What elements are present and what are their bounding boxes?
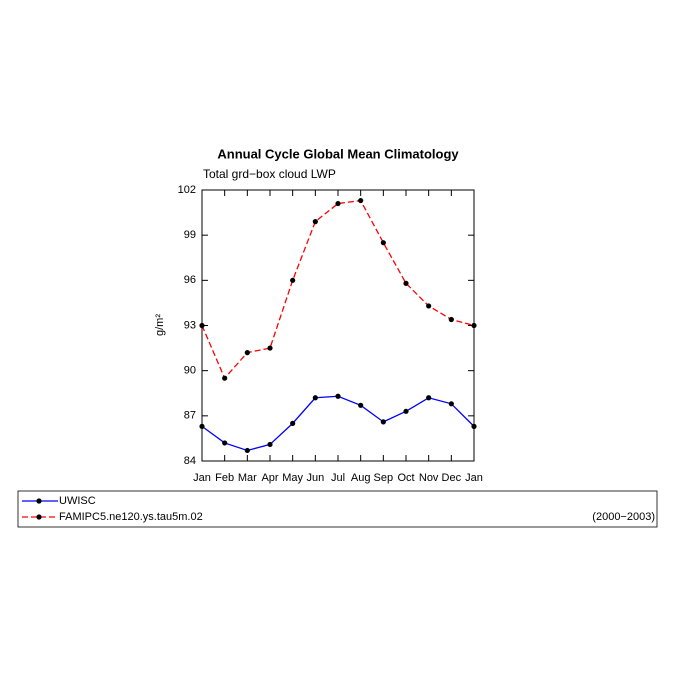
y-axis-label: g/m² bbox=[154, 314, 166, 336]
x-tick-label: Apr bbox=[261, 472, 278, 484]
x-tick-label: Dec bbox=[442, 472, 462, 484]
series-line bbox=[201, 395, 475, 452]
point bbox=[222, 440, 228, 446]
x-tick-label: Aug bbox=[351, 472, 371, 484]
chart-title: Annual Cycle Global Mean Climatology bbox=[217, 146, 459, 161]
point bbox=[335, 393, 341, 399]
point bbox=[471, 322, 477, 329]
x-tick-label: Oct bbox=[397, 472, 414, 484]
legend-label: UWISC bbox=[59, 495, 96, 507]
y-tick-label: 96 bbox=[184, 274, 196, 286]
x-tick-label: Jan bbox=[465, 472, 483, 484]
point bbox=[471, 423, 477, 429]
point bbox=[199, 423, 205, 429]
point bbox=[312, 395, 318, 401]
x-tick-label: Nov bbox=[419, 472, 439, 484]
point bbox=[267, 441, 273, 448]
point bbox=[403, 280, 409, 286]
point bbox=[290, 277, 296, 283]
point bbox=[380, 240, 386, 246]
point bbox=[380, 419, 386, 425]
point bbox=[290, 420, 296, 426]
point bbox=[199, 322, 205, 329]
x-tick-label: May bbox=[282, 472, 303, 484]
x-tick-label: Feb bbox=[215, 472, 234, 484]
x-tick-label: Jul bbox=[331, 472, 345, 484]
chart-subtitle: Total grd−box cloud LWP bbox=[203, 167, 336, 181]
x-tick-label: Mar bbox=[238, 472, 257, 484]
legend-box bbox=[17, 490, 658, 528]
y-tick-label: 90 bbox=[184, 365, 196, 377]
y-tick-label: 93 bbox=[184, 319, 196, 331]
point bbox=[222, 375, 228, 381]
point bbox=[244, 350, 250, 356]
series-line bbox=[201, 199, 475, 380]
point bbox=[426, 303, 432, 309]
point bbox=[358, 402, 364, 408]
legend-label: FAMIPC5.ne120.ys.tau5m.02 bbox=[59, 511, 203, 523]
x-tick-label: Jun bbox=[306, 472, 324, 484]
point bbox=[358, 197, 364, 204]
point bbox=[312, 219, 318, 225]
point bbox=[335, 200, 341, 207]
point bbox=[244, 447, 250, 454]
y-tick-label: 99 bbox=[184, 229, 196, 241]
annotation: (2000−2003) bbox=[592, 511, 655, 523]
point bbox=[448, 316, 454, 323]
legend-marker bbox=[36, 498, 42, 504]
point bbox=[426, 395, 432, 401]
point bbox=[403, 408, 409, 414]
y-tick-label: 87 bbox=[184, 410, 196, 422]
x-tick-label: Jan bbox=[193, 472, 211, 484]
y-tick-label: 102 bbox=[178, 184, 196, 196]
point bbox=[448, 401, 454, 407]
point bbox=[267, 345, 273, 351]
x-tick-label: Sep bbox=[374, 472, 394, 484]
y-tick-label: 84 bbox=[184, 455, 196, 467]
plot-frame bbox=[201, 189, 475, 462]
legend-marker bbox=[36, 514, 42, 520]
